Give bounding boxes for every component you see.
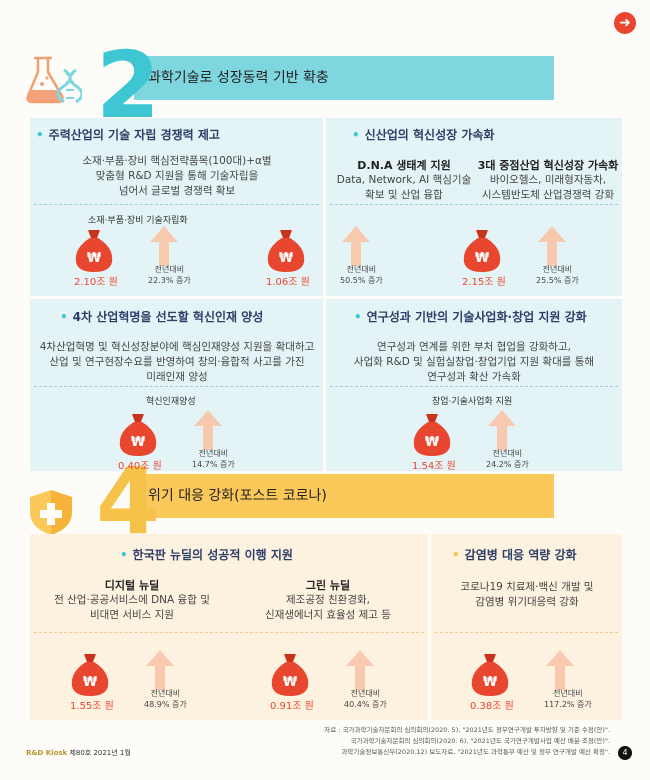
- growth-rate: 전년대비 14.7% 증가: [192, 448, 235, 470]
- panel-description: 소재·부품·장비 핵심전략품목(100대)+α별 맞춤형 R&D 지원을 통해 …: [82, 155, 272, 197]
- svg-text:₩: ₩: [279, 251, 294, 266]
- growth-rate-value: 50.5% 증가: [340, 276, 383, 285]
- panel-heading: • 감염병 대응 역량 강화: [452, 548, 577, 562]
- svg-text:₩: ₩: [475, 251, 490, 266]
- money-bag-icon: ₩: [463, 230, 501, 272]
- next-page-button[interactable]: ➜: [614, 12, 636, 34]
- budget-amount: 1.54조 원: [412, 461, 456, 472]
- panel-item: 그린 뉴딜 제조공정 친환경화, 신재생에너지 효율성 제고 등: [265, 579, 391, 621]
- growth-rate-value: 24.2% 증가: [486, 460, 529, 469]
- budget-amount: 0.38조 원: [470, 701, 514, 712]
- growth-rate-value: 25.5% 증가: [536, 276, 579, 285]
- money-bag-icon: ₩: [413, 414, 451, 456]
- growth-rate-value: 117.2% 증가: [544, 700, 592, 709]
- svg-text:₩: ₩: [425, 435, 440, 450]
- growth-rate: 전년대비 50.5% 증가: [340, 264, 383, 286]
- budget-amount: 0.91조 원: [270, 701, 314, 712]
- money-bag-icon: ₩: [471, 654, 509, 696]
- svg-text:₩: ₩: [483, 675, 498, 690]
- growth-rate: 전년대비 25.5% 증가: [536, 264, 579, 286]
- up-arrow-icon: [146, 650, 174, 690]
- budget-amount: 1.06조 원: [266, 277, 310, 288]
- panel-heading: • 연구성과 기반의 기술사업화·창업 지원 강화: [354, 310, 587, 324]
- flask-dna-icon: [26, 56, 82, 104]
- money-bag-icon: ₩: [71, 654, 109, 696]
- budget-amount: 2.15조 원: [462, 277, 506, 288]
- sub-title: 소재·부품·장비 기술자립화: [88, 216, 188, 226]
- section2-number: 2: [96, 32, 160, 139]
- section2-title-bar: 과학기술로 성장동력 기반 확충: [134, 56, 554, 100]
- growth-rate-label: 전년대비: [542, 265, 573, 274]
- panel-heading: • 4차 산업혁명을 선도할 혁신인재 양성: [60, 310, 264, 324]
- growth-rate: 전년대비 40.4% 증가: [344, 688, 387, 710]
- panel-infectious-disease: [431, 534, 622, 720]
- growth-rate-label: 전년대비: [198, 449, 229, 458]
- up-arrow-icon: [194, 410, 222, 450]
- growth-rate-label: 전년대비: [346, 265, 377, 274]
- growth-rate: 전년대비 24.2% 증가: [486, 448, 529, 470]
- up-arrow-icon: [488, 410, 516, 450]
- svg-text:₩: ₩: [83, 675, 98, 690]
- panel-item: 3대 중점산업 혁신성장 가속화 바이오헬스, 미래형자동차, 시스템반도체 산…: [477, 159, 619, 201]
- panel-commercialization: [326, 299, 622, 471]
- growth-rate-value: 22.3% 증가: [148, 276, 191, 285]
- sub-title: 혁신인재양성: [146, 397, 196, 407]
- money-bag-icon: ₩: [119, 414, 157, 456]
- growth-rate-value: 48.9% 증가: [144, 700, 187, 709]
- growth-rate-label: 전년대비: [553, 689, 583, 698]
- publication-label: R&D Kiosk 제80호 2021년 1월: [26, 749, 131, 757]
- sub-title: 창업·기술사업화 지원: [432, 397, 513, 407]
- section4-number: 4: [96, 448, 160, 555]
- panel-description: 연구성과 연계를 위한 부처 협업을 강화하고, 사업화 R&D 및 실험실창업…: [353, 341, 595, 383]
- panel-item: 디지털 뉴딜 전 산업·공공서비스에 DNA 융합 및 비대면 서비스 지원: [54, 579, 210, 621]
- panel-heading: • 주력산업의 기술 자립 경쟁력 제고: [36, 128, 220, 142]
- up-arrow-icon: [346, 650, 374, 690]
- growth-rate: 전년대비 117.2% 증가: [544, 688, 592, 710]
- budget-amount: 0.40조 원: [118, 461, 162, 472]
- panel-heading: • 한국판 뉴딜의 성공적 이행 지원: [120, 548, 293, 562]
- up-arrow-icon: [342, 226, 370, 266]
- growth-rate-value: 40.4% 증가: [344, 700, 387, 709]
- up-arrow-icon: [538, 226, 566, 266]
- growth-rate-value: 14.7% 증가: [192, 460, 235, 469]
- panel-description: 코로나19 치료제·백신 개발 및 감염병 위기대응력 강화: [460, 581, 594, 608]
- source-line: 자료 : 국가과학기술자문회의 심의회의(2020. 5), "2021년도 정…: [324, 726, 610, 734]
- money-bag-icon: ₩: [75, 230, 113, 272]
- svg-text:₩: ₩: [87, 251, 102, 266]
- growth-rate-label: 전년대비: [350, 689, 381, 698]
- growth-rate-label: 전년대비: [154, 265, 185, 274]
- growth-rate-label: 전년대비: [492, 449, 523, 458]
- panel-description: 4차산업혁명 및 혁신성장분야에 핵심인재양성 지원을 확대하고 산업 및 연구…: [39, 341, 315, 383]
- panel-item: D.N.A 생태계 지원 Data, Network, AI 핵심기술 확보 및…: [336, 159, 472, 201]
- svg-text:₩: ₩: [131, 435, 146, 450]
- growth-rate: 전년대비 22.3% 증가: [148, 264, 191, 286]
- panel-talent: [30, 299, 323, 471]
- up-arrow-icon: [150, 226, 178, 266]
- panel-heading: • 신산업의 혁신성장 가속화: [352, 128, 495, 142]
- svg-text:₩: ₩: [283, 675, 298, 690]
- up-arrow-icon: [546, 650, 574, 690]
- money-bag-icon: ₩: [271, 654, 309, 696]
- budget-amount: 1.55조 원: [70, 701, 114, 712]
- source-line: 국가과학기술자문회의 심의회의(2020. 6), "2021년도 국가연구개발…: [350, 737, 610, 745]
- shield-icon: [30, 490, 72, 535]
- section4-title-bar: 위기 대응 강화(포스트 코로나): [134, 474, 554, 518]
- page-number: 4: [618, 746, 632, 760]
- budget-amount: 2.10조 원: [74, 277, 118, 288]
- source-line: 과학기술정보통신부(2020.12) 보도자료, "2021년도 과학통부 예산…: [341, 748, 610, 756]
- growth-rate-label: 전년대비: [150, 689, 181, 698]
- money-bag-icon: ₩: [267, 230, 305, 272]
- growth-rate: 전년대비 48.9% 증가: [144, 688, 187, 710]
